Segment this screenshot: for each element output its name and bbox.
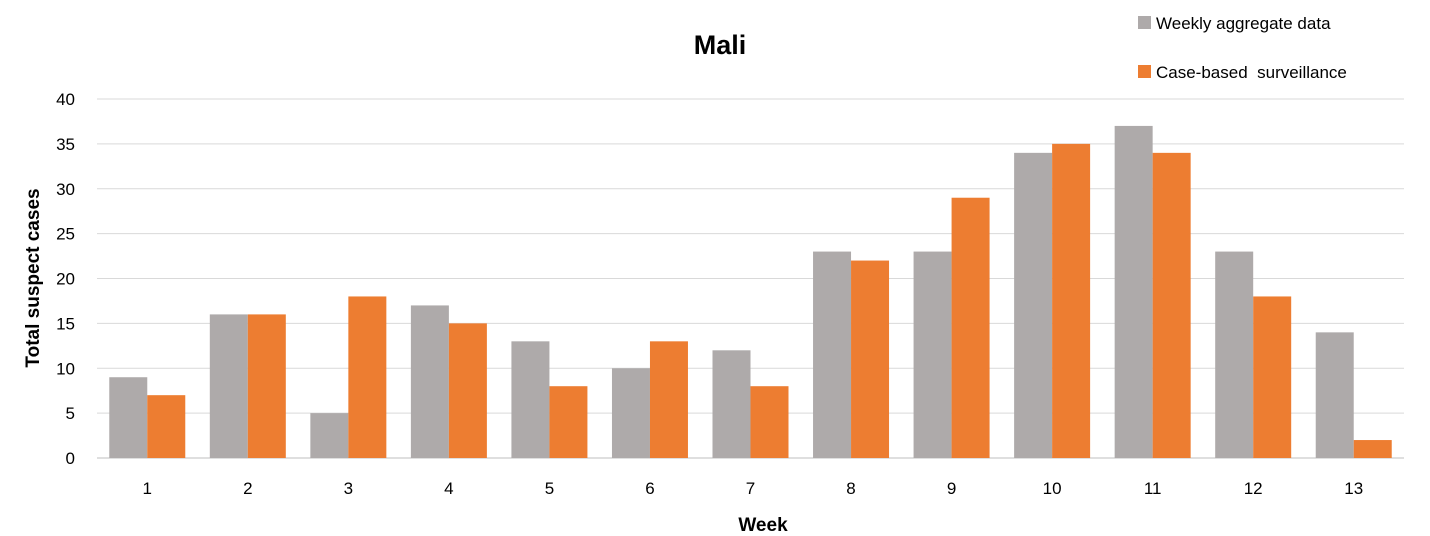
bar-case-based-week-8: [851, 260, 890, 458]
chart-title: Mali: [694, 30, 747, 60]
legend-label-aggregate: Weekly aggregate data: [1156, 14, 1331, 33]
bar-aggregate-week-5: [511, 341, 550, 458]
bar-case-based-week-3: [348, 296, 387, 458]
y-tick-label: 5: [66, 404, 75, 423]
x-tick-label: 1: [143, 479, 152, 498]
y-tick-label: 25: [56, 225, 75, 244]
bar-aggregate-week-7: [712, 350, 751, 458]
bar-case-based-week-1: [147, 395, 186, 458]
x-tick-label: 2: [243, 479, 252, 498]
x-tick-label: 5: [545, 479, 554, 498]
bar-case-based-week-9: [951, 197, 990, 458]
x-tick-label: 3: [344, 479, 353, 498]
bar-aggregate-week-1: [109, 377, 148, 458]
y-tick-labels: 0 5 10 15 20 25 30 35 40: [56, 90, 75, 468]
x-axis-title: Week: [738, 515, 788, 536]
bar-case-based-week-10: [1052, 143, 1091, 458]
bar-aggregate-week-11: [1114, 125, 1153, 459]
legend-swatch-aggregate: [1138, 16, 1151, 29]
bar-aggregate-week-9: [913, 251, 952, 458]
bar-aggregate-week-10: [1014, 152, 1053, 458]
x-tick-label: 6: [645, 479, 654, 498]
x-tick-label: 8: [846, 479, 855, 498]
x-tick-labels: 1 2 3 4 5 6 7 8 9 10 11 12 13: [143, 479, 1364, 498]
x-tick-label: 10: [1043, 479, 1062, 498]
y-axis-title: Total suspect cases: [23, 188, 44, 367]
bar-aggregate-week-12: [1215, 251, 1254, 458]
x-tick-label: 13: [1344, 479, 1363, 498]
y-tick-label: 10: [56, 359, 75, 378]
bar-case-based-week-12: [1253, 296, 1292, 458]
x-tick-label: 4: [444, 479, 453, 498]
bar-case-based-week-6: [649, 341, 688, 458]
legend-swatch-case-based: [1138, 65, 1151, 78]
y-tick-label: 40: [56, 90, 75, 109]
y-tick-label: 30: [56, 180, 75, 199]
bar-aggregate-week-3: [310, 413, 349, 458]
x-tick-label: 11: [1144, 479, 1162, 498]
y-tick-label: 35: [56, 135, 75, 154]
bar-case-based-week-7: [750, 386, 789, 458]
bar-aggregate-week-4: [410, 305, 449, 458]
bar-aggregate-week-2: [209, 314, 248, 458]
bar-case-based-week-11: [1152, 152, 1191, 458]
y-tick-label: 0: [66, 449, 75, 468]
x-tick-label: 12: [1244, 479, 1263, 498]
bar-aggregate-week-8: [813, 251, 852, 458]
legend-label-case-based: Case-based surveillance: [1156, 63, 1347, 82]
y-tick-label: 15: [56, 314, 75, 333]
bar-aggregate-week-6: [611, 368, 650, 458]
bars: [109, 125, 1392, 459]
bar-case-based-week-4: [448, 323, 487, 458]
legend: Weekly aggregate data Case-based surveil…: [1138, 14, 1347, 82]
bar-case-based-week-2: [247, 314, 286, 458]
x-tick-label: 9: [947, 479, 956, 498]
y-tick-label: 20: [56, 270, 75, 289]
bar-case-based-week-5: [549, 386, 588, 458]
bar-case-based-week-13: [1353, 440, 1392, 458]
bar-aggregate-week-13: [1315, 332, 1354, 458]
x-tick-label: 7: [746, 479, 755, 498]
